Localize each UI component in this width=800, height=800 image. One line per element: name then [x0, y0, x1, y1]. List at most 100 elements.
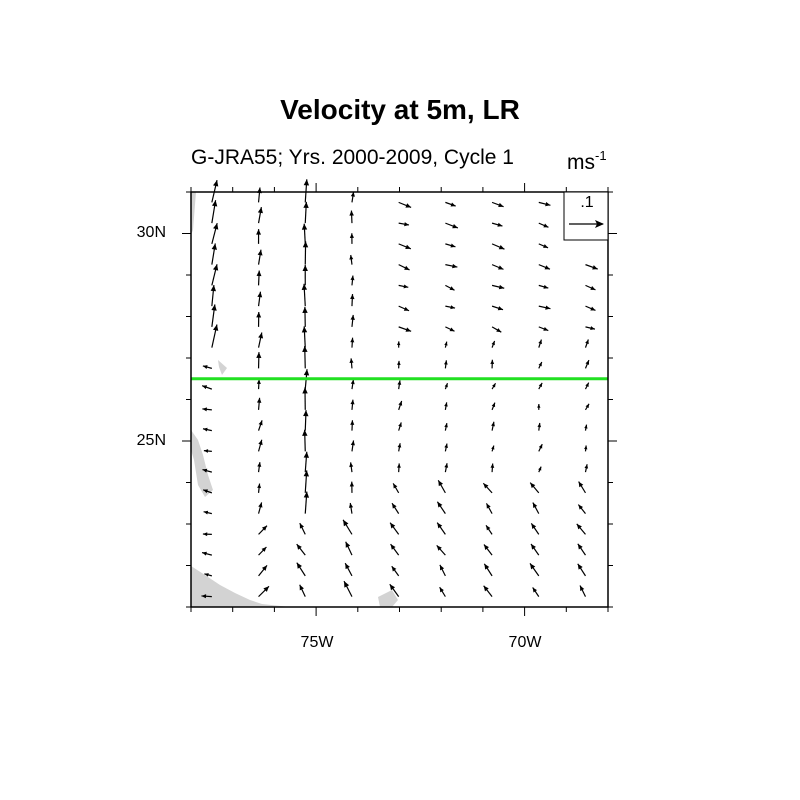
velocity-arrow-head [302, 306, 308, 313]
velocity-arrow [203, 510, 212, 515]
velocity-arrow [491, 445, 495, 452]
velocity-arrow-head [404, 265, 410, 270]
velocity-arrow-head [450, 243, 456, 248]
velocity-arrow [437, 479, 446, 494]
velocity-arrow-head [345, 541, 351, 548]
velocity-arrow [257, 439, 263, 452]
velocity-arrow-head [483, 585, 489, 592]
velocity-arrow [577, 504, 586, 514]
velocity-arrow [538, 443, 543, 452]
velocity-arrow-head [450, 305, 456, 310]
velocity-arrow-head [405, 244, 411, 250]
velocity-arrow-head [585, 360, 590, 365]
velocity-arrow [532, 587, 540, 597]
velocity-arrow-head [213, 324, 219, 331]
velocity-arrow [397, 380, 402, 390]
velocity-arrow-head [444, 360, 448, 365]
velocity-arrow-head [256, 379, 261, 384]
velocity-arrow-head [350, 420, 355, 425]
velocity-arrow [532, 502, 540, 514]
velocity-arrow-head [296, 544, 302, 550]
velocity-arrow [211, 324, 219, 348]
reference-vector-frame [563, 191, 609, 241]
velocity-arrow-head [204, 573, 209, 577]
velocity-arrow-head [302, 429, 308, 436]
velocity-arrow-head [348, 503, 354, 508]
velocity-arrow-head [491, 421, 495, 427]
chart-subtitle: G-JRA55; Yrs. 2000-2009, Cycle 1 [191, 146, 514, 169]
velocity-arrow [584, 403, 590, 411]
velocity-arrow [444, 463, 449, 473]
velocity-arrow [202, 407, 212, 412]
velocity-arrow-head [450, 202, 456, 207]
velocity-arrow-head [349, 254, 354, 260]
velocity-arrow-head [438, 480, 444, 487]
velocity-arrow-head [201, 594, 207, 599]
velocity-arrow [202, 365, 213, 369]
velocity-arrow [211, 304, 217, 327]
velocity-arrow-head [497, 222, 503, 227]
velocity-arrow-head [202, 365, 208, 369]
velocity-arrow-head [405, 203, 412, 208]
velocity-arrow-head [498, 202, 504, 208]
velocity-arrow-head [261, 565, 268, 571]
velocity-arrow-head [444, 463, 449, 468]
velocity-arrow [491, 402, 496, 411]
velocity-arrow-head [538, 382, 543, 388]
velocity-arrow [256, 270, 262, 286]
velocity-arrow-head [578, 481, 584, 488]
velocity-arrow-head [538, 444, 543, 449]
velocity-arrow-head [257, 249, 263, 256]
velocity-arrow [444, 422, 448, 431]
velocity-arrow [538, 382, 543, 390]
velocity-arrow [445, 326, 455, 332]
velocity-arrow [491, 284, 505, 290]
velocity-arrow [445, 305, 456, 310]
y-tick-label-30n: 30N [136, 224, 166, 241]
velocity-arrow-head [202, 532, 208, 537]
velocity-arrow [296, 543, 306, 556]
velocity-arrow-head [349, 358, 354, 364]
velocity-arrow [349, 462, 354, 473]
velocity-arrow [303, 470, 310, 493]
velocity-arrow [299, 584, 306, 597]
velocity-arrow-head [301, 223, 308, 230]
velocity-arrow [530, 523, 540, 535]
velocity-arrow-head [349, 233, 354, 238]
velocity-arrow [302, 345, 308, 369]
velocity-arrow-head [498, 284, 505, 290]
velocity-arrow-head [452, 223, 458, 229]
velocity-arrow [296, 562, 306, 577]
velocity-arrow-head [577, 543, 583, 550]
velocity-arrow [302, 387, 308, 410]
velocity-arrow [576, 523, 586, 535]
velocity-arrow [201, 551, 213, 556]
velocity-arrow-head [532, 502, 538, 509]
velocity-arrow [349, 358, 354, 369]
velocity-arrow [585, 264, 598, 270]
velocity-arrow-head [537, 404, 541, 408]
velocity-arrow [350, 379, 355, 390]
velocity-arrow-head [344, 581, 350, 588]
velocity-arrow-head [343, 519, 349, 527]
velocity-arrow [302, 429, 308, 452]
velocity-arrow-head [398, 400, 403, 406]
velocity-arrow-head [590, 306, 596, 311]
land-masks [191, 192, 398, 607]
velocity-arrow [256, 379, 261, 390]
velocity-arrow-head [203, 449, 209, 453]
units-label: ms-1 [567, 148, 607, 175]
velocity-arrow-head [301, 283, 308, 290]
velocity-arrow [349, 233, 354, 244]
velocity-arrow-head [439, 564, 445, 571]
velocity-arrow [485, 524, 493, 535]
velocity-arrow-head [491, 445, 495, 450]
velocity-arrow-head [350, 294, 355, 300]
velocity-arrow-head [301, 326, 308, 333]
velocity-arrow [301, 283, 308, 307]
velocity-arrow-head [302, 241, 309, 248]
velocity-arrow-head [538, 362, 542, 367]
velocity-arrow [257, 249, 263, 265]
velocity-arrow-head [203, 510, 209, 515]
velocity-arrow [529, 563, 540, 577]
